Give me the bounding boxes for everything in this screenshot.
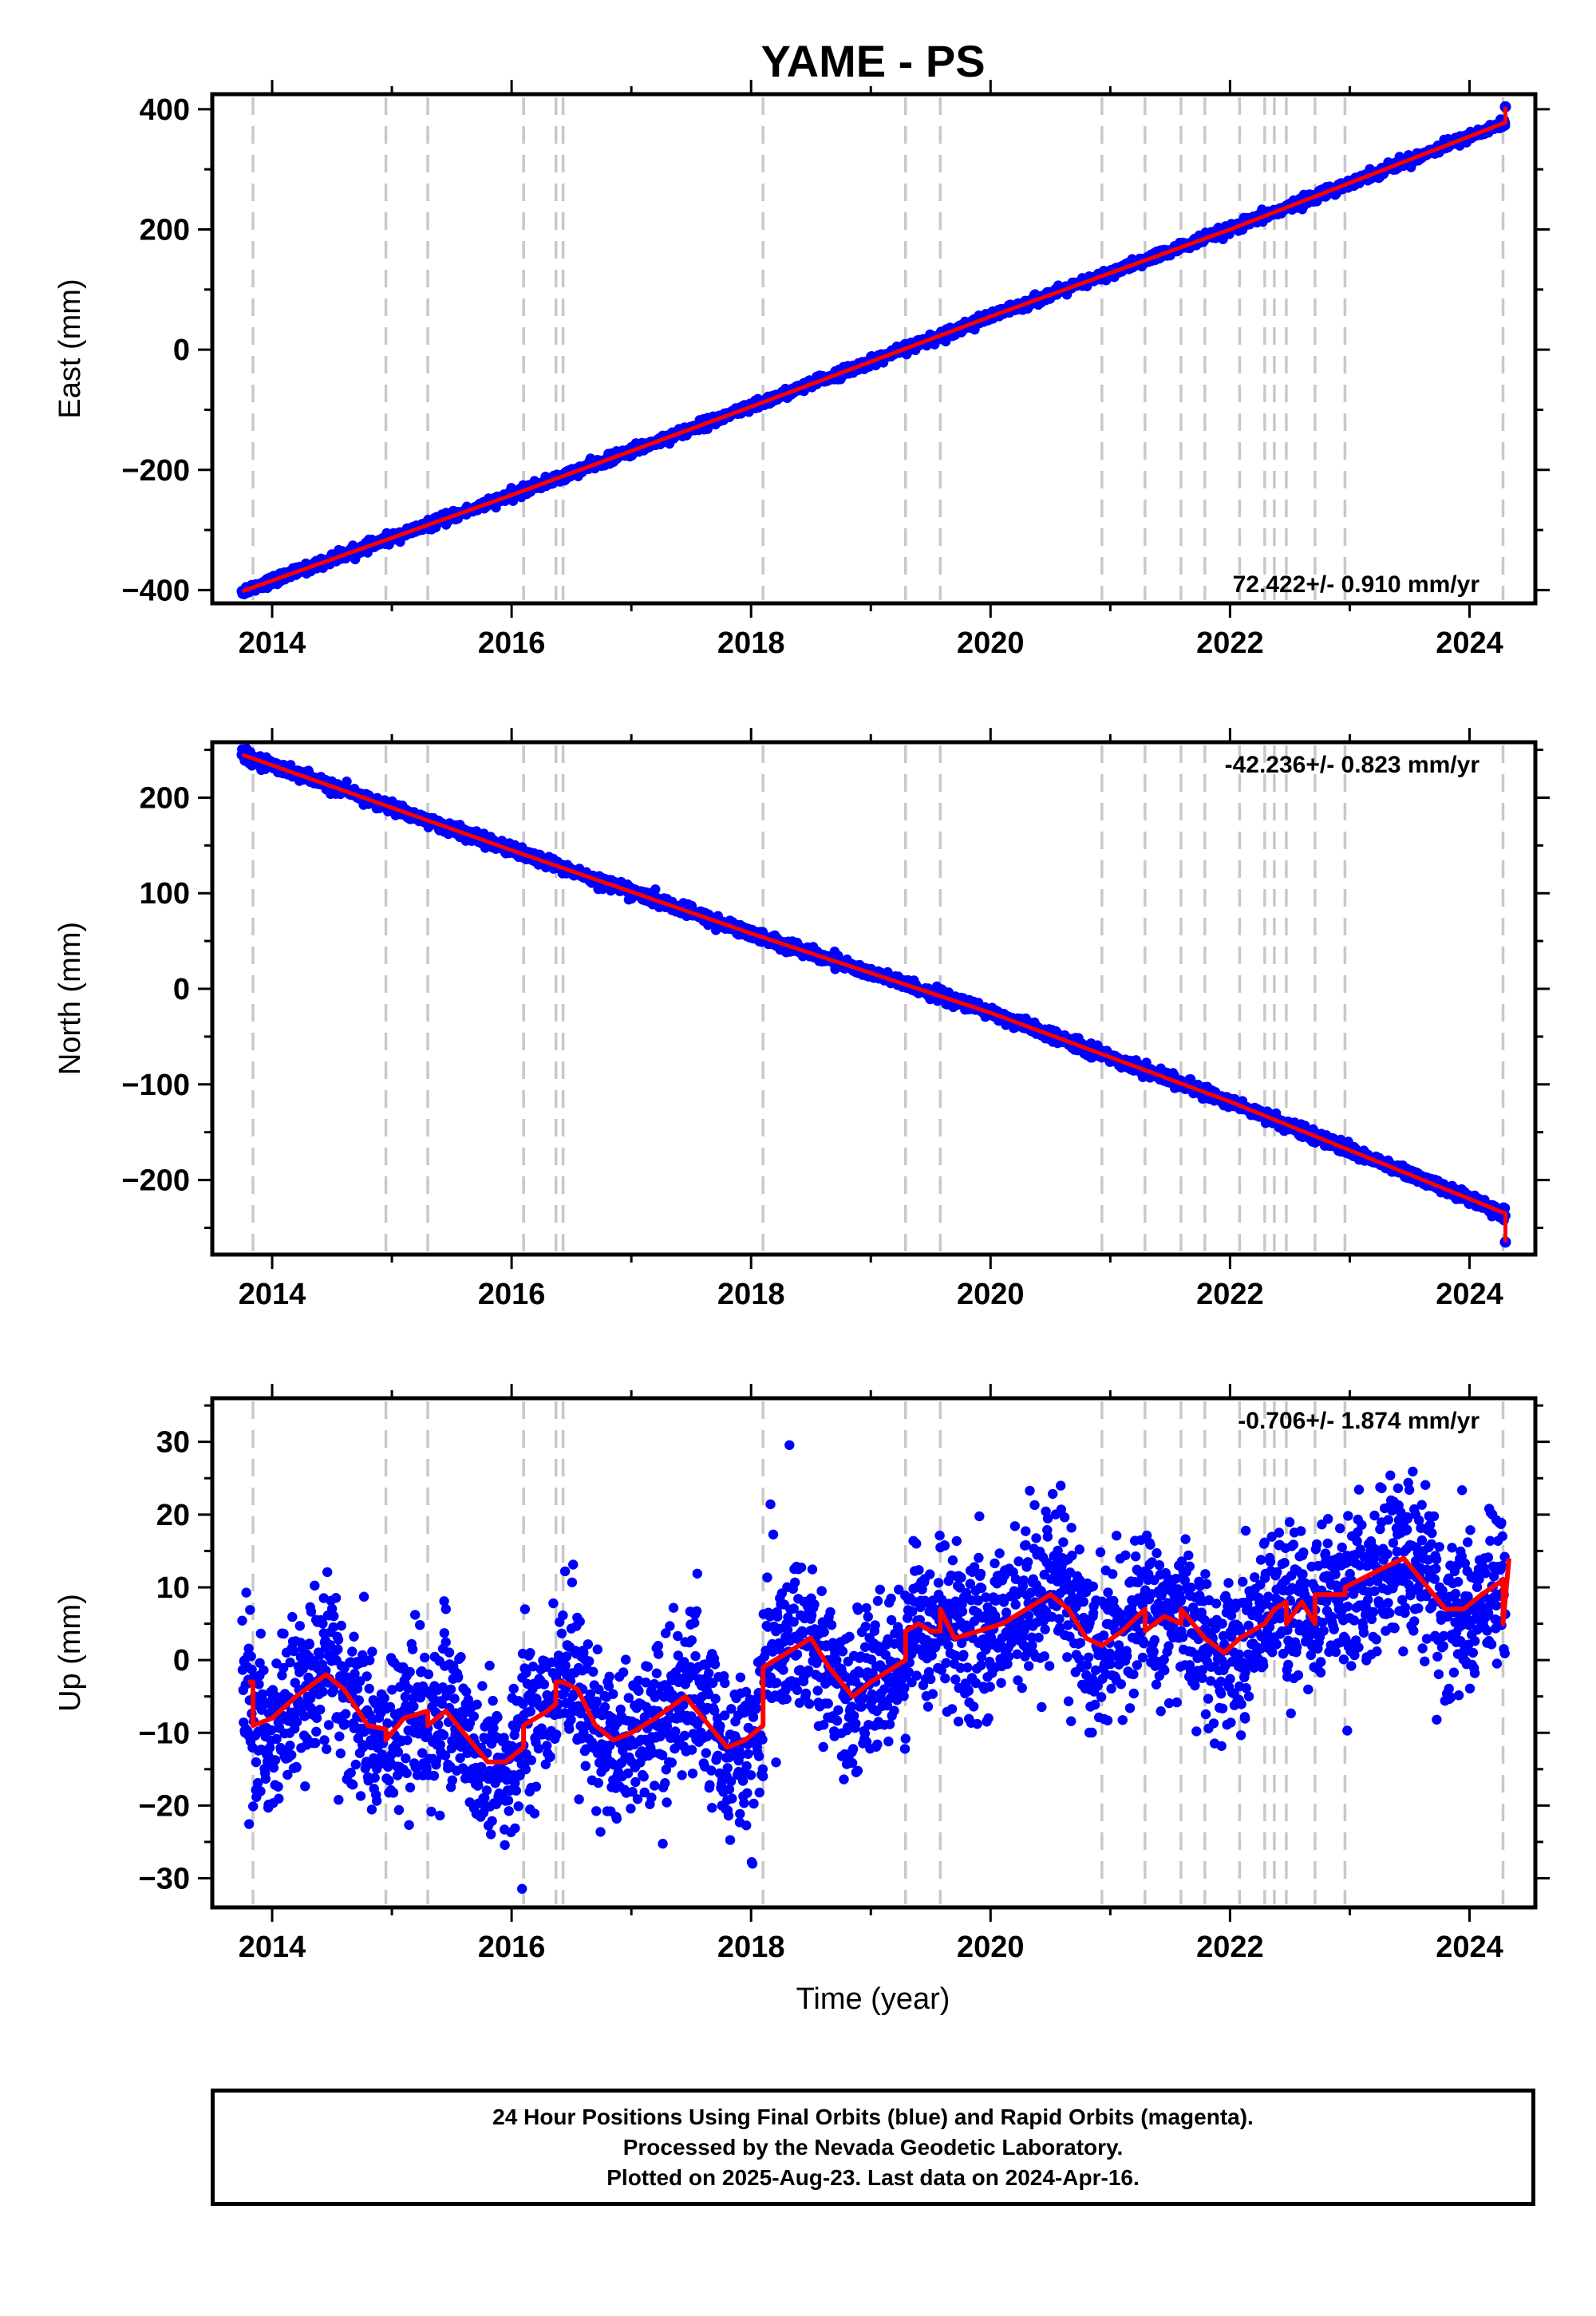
y-tick-label: −200 — [121, 454, 190, 488]
y-tick-label: 400 — [140, 93, 190, 127]
data-point — [342, 777, 352, 787]
east-rate-annotation: 72.422+/- 0.910 mm/yr — [1233, 571, 1480, 598]
x-tick-label: 2024 — [1436, 626, 1503, 660]
east-y-ticks: −400 −200 0 200 400 — [121, 93, 1550, 607]
east-step-lines — [251, 97, 1505, 600]
data-point — [650, 884, 661, 895]
y-tick-label: 0 — [173, 334, 190, 367]
y-tick-label: 200 — [140, 213, 190, 247]
east-y-axis-label: East (mm) — [53, 279, 87, 418]
x-tick-label: 2016 — [478, 626, 546, 660]
data-point — [491, 502, 501, 513]
panel-north: 2014 2016 2018 2020 2022 2024−200−1000100200N… — [53, 728, 1550, 1311]
chart-title: YAME - PS — [760, 36, 985, 86]
x-tick-label: 2020 — [957, 626, 1025, 660]
panel-east: 2014 2016 2018 2020 2022 2024 −400 −200 0 200 400 E… — [53, 80, 1550, 660]
x-tick-label: 2022 — [1196, 626, 1264, 660]
x-tick-label: 2018 — [717, 626, 785, 660]
x-tick-label: 2014 — [239, 626, 306, 660]
y-tick-label: −400 — [121, 574, 190, 607]
